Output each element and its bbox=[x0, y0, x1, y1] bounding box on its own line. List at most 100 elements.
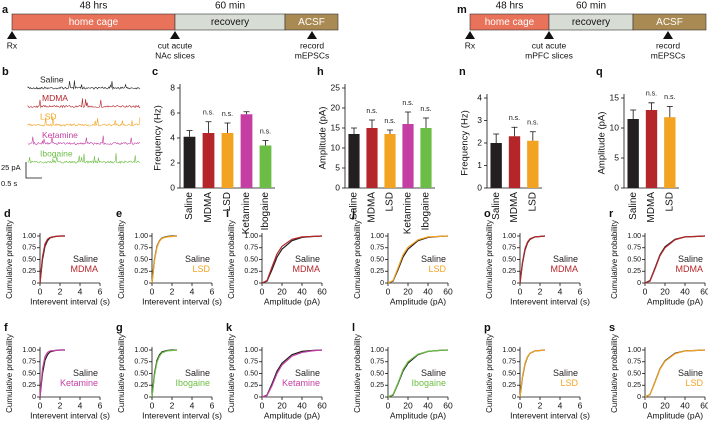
cumulative-line bbox=[519, 235, 546, 284]
panel-letter: s bbox=[609, 322, 615, 334]
error-bar bbox=[186, 130, 193, 137]
y-axis-label: Cumulative probability bbox=[485, 334, 494, 413]
x-axis-label: Interevent interval (s) bbox=[30, 410, 110, 420]
error-bar bbox=[648, 102, 655, 110]
y-tick-label: 0 bbox=[477, 182, 482, 192]
duration-label: 48 hrs bbox=[496, 1, 524, 12]
error-bar bbox=[423, 117, 429, 128]
trace bbox=[27, 98, 141, 109]
x-tick-label: 60 bbox=[443, 286, 453, 296]
significance-label: n.s. bbox=[509, 115, 520, 122]
cumulative-line bbox=[261, 235, 323, 284]
event-label: Rx bbox=[465, 40, 476, 50]
x-axis-label: Amplitude (pA) bbox=[390, 296, 446, 306]
y-tick-label: 20 bbox=[331, 102, 341, 112]
cumulative-line bbox=[519, 235, 546, 284]
trace-label: LSD bbox=[40, 111, 57, 121]
event-label: record bbox=[656, 40, 680, 50]
trace bbox=[27, 135, 141, 146]
y-axis-label: Frequency (Hz) bbox=[153, 105, 164, 170]
y-tick-label: 0.25 bbox=[370, 268, 384, 275]
x-tick-label: 0 bbox=[260, 286, 265, 296]
y-tick-label: 0.25 bbox=[502, 382, 516, 389]
y-tick-label: 0.75 bbox=[370, 245, 384, 252]
y-tick-label: 0.75 bbox=[134, 245, 148, 252]
x-tick-label: 0 bbox=[38, 286, 43, 296]
x-tick-label: 60 bbox=[700, 286, 708, 296]
y-tick-label: 0 bbox=[335, 182, 340, 192]
x-axis-label: Interevent interval (s) bbox=[510, 410, 590, 420]
x-axis-label: Interevent interval (s) bbox=[510, 296, 590, 306]
y-tick-label: 0.75 bbox=[502, 359, 516, 366]
y-tick-label: 0.75 bbox=[627, 359, 641, 366]
y-tick-label: 0.75 bbox=[22, 245, 36, 252]
x-tick-label: 4 bbox=[558, 400, 563, 410]
x-tick-label: 60 bbox=[317, 286, 327, 296]
error-bar bbox=[351, 127, 357, 134]
y-tick-label: 0.25 bbox=[370, 382, 384, 389]
panel-letter: e bbox=[116, 208, 122, 220]
segment-label: recovery bbox=[572, 17, 610, 28]
trace-label: MDMA bbox=[42, 93, 68, 103]
significance-label: n.s. bbox=[420, 106, 431, 113]
cumulative-line bbox=[519, 349, 546, 398]
y-tick-label: 1.00 bbox=[244, 233, 258, 240]
x-tick-label: MDMA bbox=[203, 192, 214, 223]
legend-label: MDMA bbox=[293, 264, 321, 274]
bar bbox=[627, 119, 639, 188]
y-tick-label: 0.25 bbox=[627, 382, 641, 389]
y-axis-label: Cumulative probability bbox=[353, 334, 362, 413]
x-tick-label: Saline bbox=[491, 192, 502, 220]
cumulative-line bbox=[39, 349, 65, 398]
y-tick-label: 0.50 bbox=[22, 370, 36, 377]
x-tick-label: 4 bbox=[190, 400, 195, 410]
event-label: mPFC slices bbox=[525, 50, 573, 60]
legend-label: LSD bbox=[560, 378, 578, 388]
x-tick-label: 6 bbox=[98, 400, 103, 410]
event-marker bbox=[307, 31, 317, 39]
event-label: cut acute bbox=[532, 40, 567, 50]
x-tick-label: 2 bbox=[58, 286, 63, 296]
legend-label: Saline bbox=[678, 254, 703, 264]
event-label: NAc slices bbox=[155, 50, 195, 60]
event-marker bbox=[465, 31, 475, 39]
y-tick-label: 0 bbox=[637, 280, 641, 287]
y-axis-label: Amplitude (pA) bbox=[597, 112, 608, 175]
scale-bar bbox=[25, 162, 42, 179]
x-tick-label: LSD bbox=[664, 192, 675, 211]
x-axis-label: Amplitude (pA) bbox=[647, 410, 703, 420]
y-tick-label: 3 bbox=[477, 115, 482, 125]
x-tick-label: 60 bbox=[317, 400, 327, 410]
legend-label: Ketamine bbox=[60, 378, 98, 388]
panel-letter: g bbox=[116, 322, 123, 334]
x-tick-label: 40 bbox=[423, 400, 433, 410]
x-tick-label: Saline bbox=[628, 192, 639, 220]
trace bbox=[27, 116, 141, 127]
legend-label: LSD bbox=[685, 378, 703, 388]
y-tick-label: 0.75 bbox=[502, 245, 516, 252]
event-marker bbox=[170, 31, 180, 39]
bar bbox=[366, 128, 378, 188]
trace bbox=[27, 80, 141, 91]
legend-label: LSD bbox=[192, 264, 210, 274]
legend-label: Saline bbox=[553, 368, 578, 378]
bar bbox=[527, 140, 539, 188]
cumulative-line bbox=[39, 235, 65, 284]
cumulative-line bbox=[387, 349, 449, 398]
error-bar bbox=[243, 111, 250, 115]
bar bbox=[240, 114, 253, 188]
cumulative-line bbox=[151, 349, 177, 398]
x-tick-label: MDMA bbox=[367, 192, 378, 223]
legend-label: Saline bbox=[185, 368, 210, 378]
y-tick-label: 0.25 bbox=[134, 382, 148, 389]
y-tick-label: 0 bbox=[254, 280, 258, 287]
x-tick-label: 40 bbox=[297, 286, 307, 296]
legend-label: Saline bbox=[185, 254, 210, 264]
x-tick-label: 6 bbox=[210, 400, 215, 410]
duration-label: 60 min bbox=[215, 1, 245, 12]
y-tick-label: 0 bbox=[637, 394, 641, 401]
cumulative-line bbox=[644, 349, 706, 398]
timeline-segment bbox=[632, 13, 707, 31]
y-tick-label: 0.50 bbox=[502, 256, 516, 263]
